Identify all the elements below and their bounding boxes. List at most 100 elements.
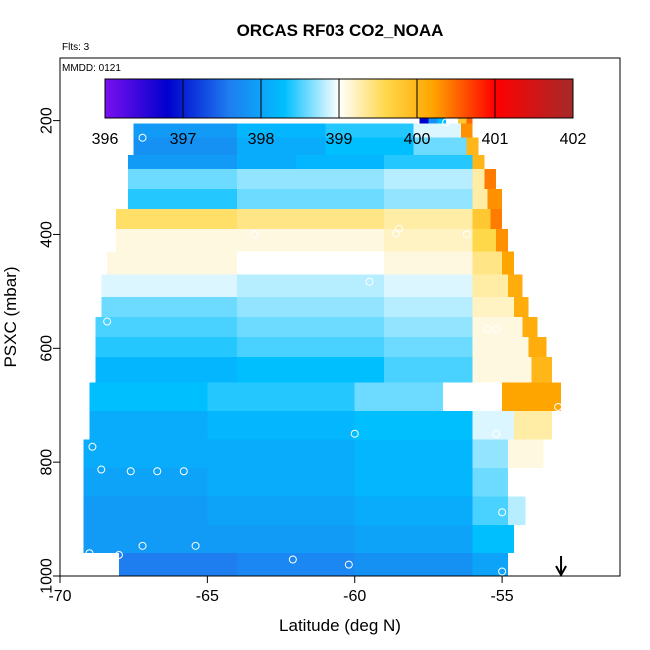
heatmap-cell: [354, 496, 473, 525]
heatmap-cell: [236, 251, 385, 275]
heatmap-cell: [487, 188, 503, 209]
heatmap-cell: [528, 336, 547, 357]
heatmap-cell: [472, 553, 508, 576]
heatmap-cell: [95, 317, 237, 337]
sample-point: [114, 550, 123, 559]
heatmap-cell: [89, 382, 208, 411]
heatmap-cell: [236, 228, 385, 252]
sample-point: [344, 560, 353, 569]
sample-point: [126, 467, 135, 476]
heatmap-cell: [236, 553, 355, 576]
heatmap-cell: [508, 467, 538, 497]
sample-point: [498, 508, 507, 517]
date-label: MMDD: 0121: [62, 63, 121, 74]
sample-point: [85, 549, 94, 558]
heatmap-cell: [413, 123, 461, 138]
x-tick-label: -70: [48, 588, 71, 605]
heatmap-cell: [89, 410, 208, 440]
heatmap-cell: [508, 439, 544, 468]
heatmap-cell: [472, 336, 529, 357]
heatmap-cell: [472, 467, 508, 497]
heatmap-cell: [101, 274, 237, 298]
sample-point: [350, 429, 359, 438]
x-tick-label: -60: [343, 588, 366, 605]
heatmap-cell: [133, 137, 237, 155]
heatmap-cell: [127, 188, 237, 209]
colorbar-tick-label: 396: [92, 131, 119, 148]
heatmap-cell: [207, 410, 355, 440]
heatmap-cell: [295, 154, 385, 169]
heatmap-cell: [236, 208, 385, 229]
heatmap-cell: [472, 524, 514, 554]
heatmap-cell: [83, 439, 208, 468]
heatmap-cell: [384, 208, 473, 229]
heatmap-cell: [466, 137, 479, 155]
heatmap-cell: [472, 356, 532, 383]
heatmap-cell: [236, 154, 296, 169]
x-tick-label: -65: [196, 588, 219, 605]
sample-point: [492, 429, 501, 438]
sample-point: [462, 230, 471, 239]
heatmap-cell: [236, 123, 326, 138]
heatmap-cell: [354, 553, 473, 576]
heatmap-cell: [460, 123, 473, 138]
heatmap-cell: [384, 228, 473, 252]
colorbar-tick-label: 401: [482, 131, 509, 148]
sample-point: [365, 277, 374, 286]
heatmap-cell: [127, 169, 237, 189]
heatmap-cell: [531, 356, 553, 383]
heatmap-cell: [508, 274, 523, 298]
flights-label: Flts: 3: [62, 42, 90, 53]
heatmap-cell: [83, 467, 208, 497]
heatmap-cell: [384, 356, 473, 383]
sample-point: [179, 467, 188, 476]
colorbar-ticks: 396 397 398 399 400 401 402: [92, 79, 586, 148]
heatmap-cell: [236, 274, 385, 298]
y-tick-label: 1000: [39, 558, 56, 594]
heatmap-cell: [443, 382, 503, 411]
heatmap-cell: [236, 336, 385, 357]
sample-point: [483, 324, 492, 333]
heatmap-cell: [83, 496, 208, 525]
colorbar-tick-label: 398: [248, 131, 275, 148]
heatmap-cell: [101, 297, 237, 317]
heatmap-cell: [133, 123, 237, 138]
heatmap-cell: [325, 123, 414, 138]
heatmap-cell: [325, 137, 414, 155]
sample-point: [442, 118, 451, 127]
sample-point: [392, 229, 400, 238]
heatmap-cell: [413, 137, 467, 155]
y-axis-label: PSXC (mbar): [1, 266, 20, 367]
heatmap-cell: [207, 524, 355, 554]
heatmap-cell: [236, 137, 326, 155]
heatmap-cell: [127, 154, 237, 169]
heatmap-cell: [95, 356, 237, 383]
heatmap-cell: [354, 439, 473, 468]
sample-point: [492, 324, 501, 333]
heatmap-cell: [472, 439, 508, 468]
sample-point: [191, 541, 200, 550]
heatmap-cell: [513, 297, 529, 317]
heatmap-cell: [207, 467, 355, 497]
axes: -70 -65 -60 -55 200 400 600 800 1000: [39, 107, 514, 605]
chart-title: ORCAS RF03 CO2_NOAA: [237, 21, 444, 40]
heatmap-cell: [116, 228, 237, 252]
heatmap-cell: [354, 524, 473, 554]
heatmap-cell: [116, 208, 237, 229]
heatmap-cell: [384, 251, 473, 275]
heatmap-cell: [472, 317, 523, 337]
sample-point: [138, 133, 147, 142]
heatmap-cell: [354, 410, 473, 440]
sample-point: [288, 555, 297, 564]
heatmap-cell: [496, 228, 508, 252]
heatmap-cell: [522, 317, 538, 337]
y-tick-label: 200: [39, 107, 56, 134]
colorbar-tick-label: 400: [404, 131, 431, 148]
heatmap-cell: [490, 208, 503, 229]
heatmap-cell: [384, 336, 473, 357]
heatmap-cell: [207, 439, 355, 468]
colorbar-tick-label: 399: [326, 131, 353, 148]
heatmap-cell: [236, 169, 385, 189]
x-tick-label: -55: [491, 588, 514, 605]
heatmap-cell: [472, 228, 497, 252]
